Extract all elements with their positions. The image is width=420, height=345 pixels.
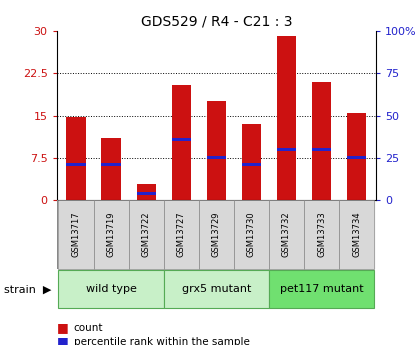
Bar (164, 270, 269, 308)
Text: GSM13733: GSM13733 (317, 212, 326, 257)
Bar (347, 113, 366, 200)
Bar (164, 200, 199, 269)
Text: GSM13719: GSM13719 (107, 212, 116, 257)
Bar (242, 124, 261, 200)
Bar (269, 270, 374, 308)
Text: GSM13722: GSM13722 (142, 212, 151, 257)
Bar (277, 148, 296, 151)
Bar (101, 163, 121, 166)
Bar (339, 200, 374, 269)
Bar (66, 117, 86, 200)
Text: pet117 mutant: pet117 mutant (280, 284, 363, 294)
Bar (129, 200, 164, 269)
Bar (199, 200, 234, 269)
Text: wild type: wild type (86, 284, 136, 294)
Bar (312, 148, 331, 151)
Bar (347, 156, 366, 159)
Bar (234, 200, 269, 269)
Bar (304, 200, 339, 269)
Bar (58, 200, 94, 269)
Text: ■: ■ (57, 321, 68, 334)
Bar (277, 36, 296, 200)
Bar (66, 163, 86, 166)
Bar (136, 192, 156, 195)
Bar (242, 163, 261, 166)
Text: GSM13729: GSM13729 (212, 212, 221, 257)
Text: count: count (74, 323, 103, 333)
Text: GSM13734: GSM13734 (352, 212, 361, 257)
Bar (101, 138, 121, 200)
Text: GSM13717: GSM13717 (71, 212, 81, 257)
Bar (172, 138, 191, 141)
Text: GSM13727: GSM13727 (177, 212, 186, 257)
Bar (269, 200, 304, 269)
Bar (207, 101, 226, 200)
Text: ■: ■ (57, 335, 68, 345)
Bar (58, 270, 164, 308)
Bar (94, 200, 129, 269)
Bar (136, 184, 156, 200)
Text: GSM13730: GSM13730 (247, 212, 256, 257)
Text: strain  ▶: strain ▶ (4, 285, 52, 295)
Text: GSM13732: GSM13732 (282, 212, 291, 257)
Text: percentile rank within the sample: percentile rank within the sample (74, 337, 249, 345)
Text: grx5 mutant: grx5 mutant (181, 284, 251, 294)
Bar (207, 156, 226, 159)
Bar (312, 82, 331, 200)
Bar (172, 85, 191, 200)
Title: GDS529 / R4 - C21 : 3: GDS529 / R4 - C21 : 3 (141, 14, 292, 29)
